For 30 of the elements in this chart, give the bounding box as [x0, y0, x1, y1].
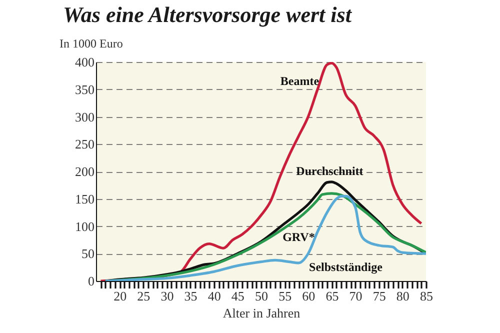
- x-tick-label: 80: [396, 288, 410, 304]
- x-tick-label: 20: [114, 288, 127, 304]
- y-tick-label: 350: [75, 82, 94, 97]
- series-label: Selbstständige: [309, 260, 384, 274]
- series-label: GRV*: [282, 230, 315, 244]
- x-tick-label: 25: [137, 288, 150, 304]
- y-axis-title: In 1000 Euro: [60, 36, 123, 50]
- x-tick-label: 65: [326, 288, 339, 304]
- x-tick-label: 60: [302, 288, 316, 304]
- x-tick-label: 85: [420, 288, 433, 304]
- y-tick-label: 250: [75, 136, 94, 152]
- y-tick-label: 0: [88, 274, 94, 288]
- y-tick-label: 400: [75, 54, 94, 70]
- x-axis-title: Alter in Jahren: [222, 306, 301, 320]
- x-tick-label: 35: [184, 288, 198, 304]
- y-tick-label: 300: [75, 109, 94, 124]
- y-tick-label: 50: [82, 246, 94, 262]
- chart-title: Was eine Altersvorsorge wert ist: [63, 2, 352, 27]
- x-tick-label: 50: [255, 288, 268, 304]
- x-tick-label: 45: [231, 288, 244, 304]
- x-tick-label: 55: [278, 288, 292, 304]
- x-tick-label: 70: [349, 288, 362, 304]
- y-tick-label: 150: [75, 191, 94, 206]
- x-tick-label: 30: [160, 288, 174, 304]
- x-tick-label: 40: [208, 288, 221, 304]
- y-tick-label: 200: [75, 164, 94, 179]
- series-label: Durchschnitt: [296, 164, 364, 178]
- x-tick-label: 75: [372, 288, 386, 304]
- y-tick-label: 100: [75, 218, 94, 234]
- series-label: Beamte: [280, 74, 320, 88]
